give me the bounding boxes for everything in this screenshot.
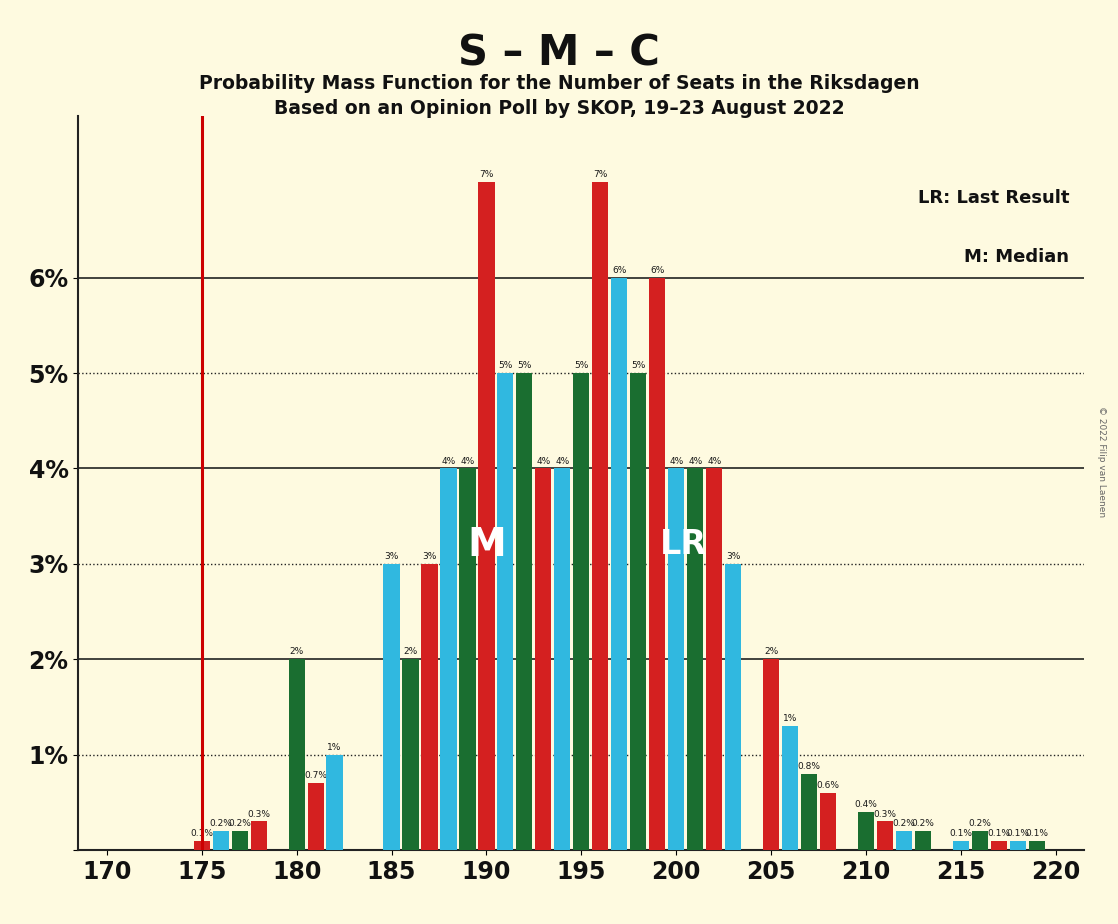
Text: 3%: 3% xyxy=(726,552,740,561)
Text: 0.1%: 0.1% xyxy=(190,829,214,838)
Bar xyxy=(612,278,627,850)
Text: 0.3%: 0.3% xyxy=(247,809,271,819)
Text: 4%: 4% xyxy=(556,456,569,466)
Bar xyxy=(915,831,931,850)
Text: LR: LR xyxy=(661,529,708,561)
Text: 7%: 7% xyxy=(594,170,607,179)
Text: 4%: 4% xyxy=(689,456,702,466)
Text: 5%: 5% xyxy=(575,361,588,371)
Bar xyxy=(440,468,456,850)
Bar xyxy=(555,468,570,850)
Text: LR: Last Result: LR: Last Result xyxy=(918,189,1070,207)
Bar xyxy=(383,564,399,850)
Bar xyxy=(288,660,304,850)
Bar xyxy=(896,831,912,850)
Bar xyxy=(250,821,267,850)
Text: 0.8%: 0.8% xyxy=(797,762,821,771)
Bar xyxy=(764,660,779,850)
Bar xyxy=(802,773,817,850)
Bar xyxy=(517,373,532,850)
Text: 0.2%: 0.2% xyxy=(228,820,252,828)
Text: 3%: 3% xyxy=(423,552,437,561)
Text: 1%: 1% xyxy=(328,743,342,752)
Bar xyxy=(307,784,323,850)
Text: © 2022 Filip van Laenen: © 2022 Filip van Laenen xyxy=(1097,407,1106,517)
Bar xyxy=(821,793,836,850)
Text: 5%: 5% xyxy=(632,361,645,371)
Text: 0.1%: 0.1% xyxy=(987,829,1011,838)
Text: 4%: 4% xyxy=(537,456,550,466)
Text: 0.2%: 0.2% xyxy=(968,820,992,828)
Text: 0.1%: 0.1% xyxy=(1025,829,1049,838)
Bar xyxy=(726,564,741,850)
Text: 6%: 6% xyxy=(613,266,626,274)
Text: 0.6%: 0.6% xyxy=(816,781,840,790)
Text: M: Median: M: Median xyxy=(965,248,1070,266)
Text: 3%: 3% xyxy=(385,552,399,561)
Bar xyxy=(650,278,665,850)
Bar xyxy=(858,812,874,850)
Text: Based on an Opinion Poll by SKOP, 19–23 August 2022: Based on an Opinion Poll by SKOP, 19–23 … xyxy=(274,99,844,118)
Bar xyxy=(536,468,551,850)
Bar xyxy=(877,821,893,850)
Text: 0.7%: 0.7% xyxy=(304,772,328,781)
Bar xyxy=(1010,841,1026,850)
Text: 0.4%: 0.4% xyxy=(854,800,878,809)
Bar xyxy=(421,564,437,850)
Bar xyxy=(972,831,988,850)
Text: 4%: 4% xyxy=(442,456,456,466)
Text: 4%: 4% xyxy=(461,456,474,466)
Text: 2%: 2% xyxy=(290,648,304,656)
Bar xyxy=(231,831,248,850)
Bar xyxy=(953,841,969,850)
Bar xyxy=(498,373,513,850)
Text: Probability Mass Function for the Number of Seats in the Riksdagen: Probability Mass Function for the Number… xyxy=(199,74,919,93)
Text: 2%: 2% xyxy=(404,648,418,656)
Bar xyxy=(574,373,589,850)
Bar xyxy=(1029,841,1045,850)
Bar xyxy=(707,468,722,850)
Text: 0.1%: 0.1% xyxy=(949,829,973,838)
Bar xyxy=(783,726,798,850)
Text: 1%: 1% xyxy=(783,714,797,723)
Bar xyxy=(402,660,418,850)
Text: 2%: 2% xyxy=(764,648,778,656)
Bar xyxy=(593,182,608,850)
Bar xyxy=(479,182,494,850)
Text: 0.2%: 0.2% xyxy=(911,820,935,828)
Bar xyxy=(631,373,646,850)
Bar xyxy=(326,755,342,850)
Text: 0.2%: 0.2% xyxy=(892,820,916,828)
Text: 4%: 4% xyxy=(707,456,721,466)
Bar xyxy=(459,468,475,850)
Text: 0.2%: 0.2% xyxy=(209,820,233,828)
Bar xyxy=(193,841,210,850)
Text: 0.3%: 0.3% xyxy=(873,809,897,819)
Text: M: M xyxy=(467,526,505,564)
Bar xyxy=(212,831,229,850)
Text: 0.1%: 0.1% xyxy=(1006,829,1030,838)
Text: 5%: 5% xyxy=(518,361,531,371)
Text: 4%: 4% xyxy=(670,456,683,466)
Text: 6%: 6% xyxy=(650,266,664,274)
Bar xyxy=(669,468,684,850)
Text: 7%: 7% xyxy=(480,170,494,179)
Text: S – M – C: S – M – C xyxy=(458,32,660,74)
Bar xyxy=(991,841,1007,850)
Text: 5%: 5% xyxy=(499,361,513,371)
Bar xyxy=(688,468,703,850)
